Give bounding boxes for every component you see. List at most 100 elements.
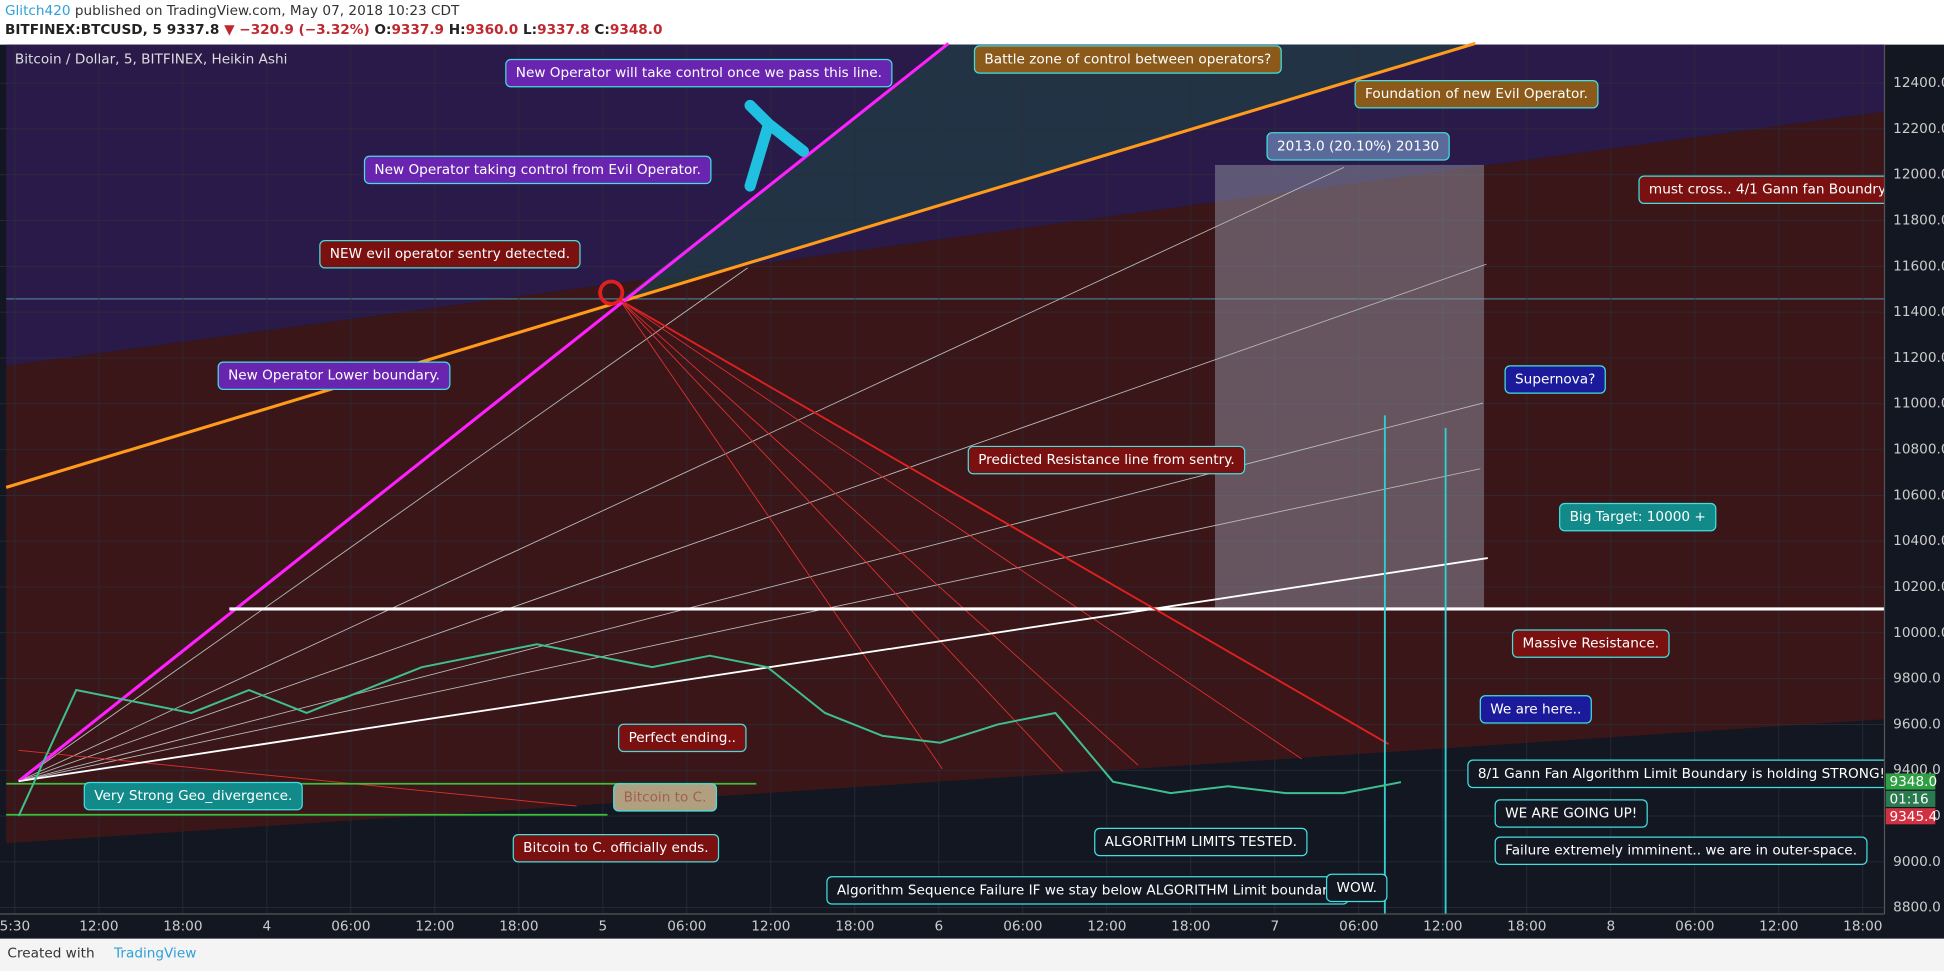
annotation-box (1094, 827, 1308, 857)
annotation-text: We are here.. (1490, 701, 1581, 717)
annotations: Bitcoin / Dollar, 5, BITFINEX, Heikin As… (15, 45, 1897, 905)
fan (18, 749, 577, 807)
price-badge (1885, 808, 1936, 825)
price-tick-label: 9000.0 (1893, 854, 1941, 870)
time-label: 12:00 (1087, 918, 1126, 934)
annotation-text: Bitcoin to C. (624, 789, 707, 805)
price-tick-label: 12200.0 (1893, 121, 1944, 137)
time-label: 5:30 (0, 918, 30, 934)
marks (17, 643, 1402, 817)
time-axis-bg (0, 913, 1885, 939)
close: 9348.0 (610, 22, 663, 38)
fan (18, 468, 1481, 782)
time-label: 06:00 (1339, 918, 1378, 934)
price-tick-label: 10200.0 (1893, 579, 1944, 595)
open: 9337.9 (391, 22, 444, 38)
header-line2: BITFINEX:BTCUSD, 5 9337.8 ▼ −320.9 (−3.3… (5, 22, 662, 38)
time-label: 18:00 (163, 918, 202, 934)
annotation-box (613, 783, 718, 812)
price-badge-label: 9345.4 (1889, 809, 1937, 825)
magenta-line (17, 42, 950, 783)
annotation-text: Big Target: 10000 + (1570, 509, 1706, 525)
footer-brand: TradingView (113, 946, 196, 962)
red-fan (18, 299, 1303, 807)
c-label: C: (594, 22, 609, 38)
fan (18, 267, 748, 782)
fan (619, 299, 943, 770)
annotation-box (618, 723, 747, 753)
annotation-text: Supernova? (1515, 371, 1595, 387)
l-label: L: (523, 22, 537, 38)
price-tick-label: 10600.0 (1893, 487, 1944, 503)
time-label: 12:00 (79, 918, 118, 934)
time-label: 18:00 (1171, 918, 1210, 934)
price-badge (1885, 790, 1936, 807)
annotation-box (505, 58, 893, 88)
price-tick-label: 12000.0 (1893, 167, 1944, 183)
header-bg (0, 0, 1944, 45)
fan (18, 167, 1345, 782)
annotation-box (973, 45, 1282, 74)
time-label: 7 (1270, 918, 1279, 934)
time-label: 12:00 (1423, 918, 1462, 934)
fan (619, 299, 1139, 766)
annotation-text: New Operator Lower boundary. (228, 368, 440, 384)
annotation-box (967, 445, 1246, 475)
time-label: 18:00 (1507, 918, 1546, 934)
price-badge (1885, 773, 1936, 790)
time-label: 06:00 (667, 918, 706, 934)
annotation-box (319, 239, 581, 269)
annotation-text: WE ARE GOING UP! (1505, 806, 1637, 822)
time-label: 5 (599, 918, 608, 934)
annotation-text: New Operator will take control once we p… (516, 65, 882, 81)
annotation-box (1266, 132, 1450, 161)
annotation-text: 2013.0 (20.10%) 20130 (1277, 138, 1439, 154)
annotation-box (1511, 629, 1670, 658)
annotation-box (83, 781, 303, 811)
annotation-text: ALGORITHM LIMITS TESTED. (1105, 834, 1297, 850)
time-label: 06:00 (1675, 918, 1714, 934)
price-tick-label: 9600.0 (1893, 716, 1941, 732)
price-line (17, 643, 1402, 817)
annotation-text: Bitcoin to C. officially ends. (523, 840, 708, 856)
orange-line (5, 41, 1476, 489)
red-trend (619, 299, 1390, 745)
sentry-icon (598, 279, 625, 306)
annotation-text: Massive Resistance. (1522, 636, 1659, 652)
time-label: 12:00 (1759, 918, 1798, 934)
annotation-box (1494, 836, 1868, 865)
fan (619, 299, 1303, 760)
axes: 12400.0 12200.0 12000.0 11800.0 11600.0 11400… (0, 75, 1944, 934)
change: ▼ −320.9 (−3.32%) (224, 22, 370, 38)
price-tick-label: 12400.0 (1893, 75, 1944, 91)
price-tick-label: 11200.0 (1893, 350, 1944, 366)
annotation-text: Failure extremely imminent.. we are in o… (1505, 843, 1857, 859)
annotation-text: NEW evil operator sentry detected. (330, 246, 570, 262)
price-tick-label: 11000.0 (1893, 396, 1944, 412)
low: 9337.8 (537, 22, 590, 38)
chart-legend: Bitcoin / Dollar, 5, BITFINEX, Heikin As… (15, 52, 288, 68)
time-label: 06:00 (331, 918, 370, 934)
time-label: 12:00 (751, 918, 790, 934)
price-tick-label: 10000.0 (1893, 625, 1944, 641)
published: published on TradingView.com, May 07, 20… (75, 3, 460, 19)
white-trend (18, 557, 1488, 783)
time-label: 18:00 (1843, 918, 1882, 934)
annotation-text: New Operator taking control from Evil Op… (374, 162, 701, 178)
annotation-text: Predicted Resistance line from sentry. (978, 452, 1234, 468)
annotation-box (1494, 799, 1648, 828)
grid (0, 44, 1885, 914)
last: 9337.8 (167, 22, 220, 38)
annotation-text: Algorithm Sequence Failure IF we stay be… (837, 882, 1338, 898)
footer-bg (0, 938, 1944, 971)
h-label: H: (449, 22, 466, 38)
symbol: BITFINEX:BTCUSD, 5 (5, 22, 162, 38)
time-label: 18:00 (835, 918, 874, 934)
annotation-text: WOW. (1337, 880, 1377, 896)
annotation-text: Perfect ending.. (629, 730, 736, 746)
annotation-text: Very Strong Geo_divergence. (94, 788, 292, 804)
annotation-box (217, 361, 451, 391)
time-label: 4 (263, 918, 272, 934)
